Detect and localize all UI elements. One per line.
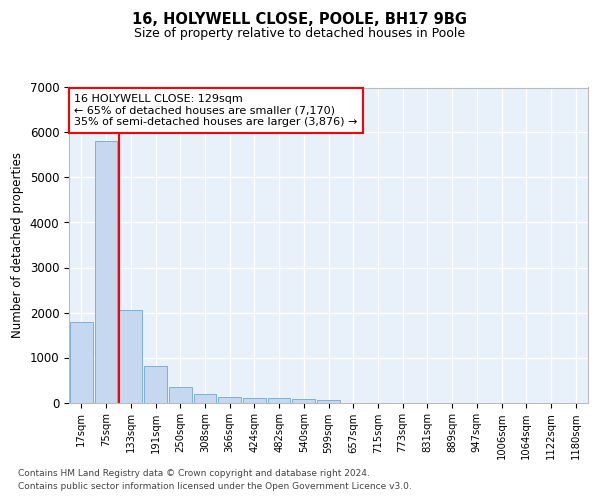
Bar xyxy=(144,366,167,403)
Text: Contains HM Land Registry data © Crown copyright and database right 2024.: Contains HM Land Registry data © Crown c… xyxy=(18,468,370,477)
Text: Size of property relative to detached houses in Poole: Size of property relative to detached ho… xyxy=(134,28,466,40)
Text: 16 HOLYWELL CLOSE: 129sqm
← 65% of detached houses are smaller (7,170)
35% of se: 16 HOLYWELL CLOSE: 129sqm ← 65% of detac… xyxy=(74,94,358,127)
Y-axis label: Number of detached properties: Number of detached properties xyxy=(11,152,24,338)
Bar xyxy=(268,398,290,402)
Bar xyxy=(317,400,340,402)
Bar xyxy=(292,399,315,402)
Text: 16, HOLYWELL CLOSE, POOLE, BH17 9BG: 16, HOLYWELL CLOSE, POOLE, BH17 9BG xyxy=(133,12,467,28)
Bar xyxy=(169,387,191,402)
Bar xyxy=(218,398,241,402)
Bar xyxy=(194,394,216,402)
Text: Contains public sector information licensed under the Open Government Licence v3: Contains public sector information licen… xyxy=(18,482,412,491)
Bar xyxy=(119,310,142,402)
Bar xyxy=(70,322,93,402)
Bar xyxy=(95,142,118,402)
Bar xyxy=(243,398,266,402)
